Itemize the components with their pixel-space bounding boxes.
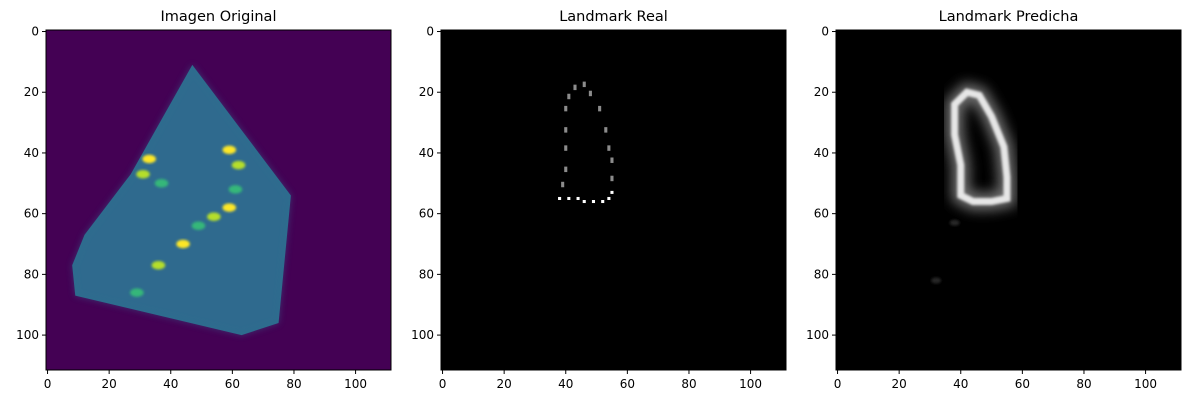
y-tick-label: 80 [24,267,39,281]
x-tick-label: 80 [681,377,696,391]
contour-pixel [601,200,605,204]
bright-spot [136,169,150,179]
axes-frame [440,29,787,371]
bright-spot [142,154,156,164]
y-tick-label: 80 [419,267,434,281]
panel-original: Imagen Original 0 20 40 60 80 100 0 20 40 60 80 100 [16,9,392,391]
axis-ticks-original: 0 20 40 60 80 100 0 20 40 60 80 100 [16,25,367,391]
y-tick-label: 40 [24,146,39,160]
axis-ticks-predicha: 0 20 40 60 80 100 0 20 40 60 80 100 [806,25,1157,391]
bright-spot [151,261,166,270]
bright-spot [191,221,206,231]
contour-pixel [567,196,571,200]
contour-pixel [607,196,611,200]
contour-pixel [582,81,586,88]
x-tick-label: 40 [163,377,178,391]
y-tick-label: 0 [821,25,829,39]
contour-pixel [567,93,571,100]
x-tick-label: 60 [1015,377,1030,391]
image-area-original [46,30,391,370]
y-tick-label: 40 [814,146,829,160]
bright-spot [130,288,144,297]
axis-ticks-real: 0 20 40 60 80 100 0 20 40 60 80 100 [411,25,762,391]
bright-spot [207,212,221,221]
panel-title-original: Imagen Original [161,9,277,25]
y-tick-label: 100 [16,328,39,342]
contour-pixel [561,181,565,188]
contour-pixel [564,127,568,133]
x-tick-label: 60 [620,377,635,391]
x-tick-label: 0 [44,377,52,391]
contour-pixel [598,105,602,112]
panel-real: Landmark Real 0 20 40 60 80 100 0 20 40 60 80 100 [411,9,787,391]
contour-pixel [610,190,614,194]
y-tick-label: 60 [24,207,39,221]
bright-spot [222,203,237,212]
x-tick-label: 20 [497,377,512,391]
contour-pixel [604,127,608,133]
x-tick-label: 80 [1076,377,1091,391]
y-tick-label: 0 [31,25,39,39]
y-tick-label: 20 [814,85,829,99]
x-tick-label: 20 [892,377,907,391]
contour-pixel [582,200,586,204]
bright-spot [154,179,169,188]
contour-pixel [564,145,568,151]
image-area-real [441,30,786,370]
y-tick-label: 60 [419,207,434,221]
contour-pixel [576,196,580,200]
contour-pixel [564,166,568,173]
panel-predicha: Landmark Predicha 0 20 40 60 80 100 0 20 40 60 80 1… [806,9,1182,391]
y-tick-label: 80 [814,267,829,281]
y-tick-label: 20 [419,85,434,99]
sector-texture [72,64,291,336]
contour-pixel [588,90,592,97]
panel-title-real: Landmark Real [559,9,668,25]
image-area-predicha [836,30,1181,370]
y-tick-label: 20 [24,85,39,99]
x-tick-label: 80 [286,377,301,391]
x-tick-label: 0 [439,377,447,391]
predicted-contour [951,88,1011,206]
axes-frame [835,29,1182,371]
contour-pixel [610,157,614,163]
bright-spot [176,239,190,249]
x-tick-label: 0 [834,377,842,391]
y-tick-label: 0 [426,25,434,39]
y-tick-label: 100 [411,328,434,342]
faint-spot [931,277,942,284]
y-tick-label: 100 [806,328,829,342]
image-background [441,30,786,370]
y-tick-label: 40 [419,146,434,160]
contour-pixel [591,200,596,204]
bright-spot [222,145,237,155]
x-tick-label: 100 [1134,377,1157,391]
faint-spot [949,219,960,226]
bright-spot [231,160,246,170]
contour-pixel [564,105,568,112]
x-tick-label: 100 [344,377,367,391]
x-tick-label: 100 [739,377,762,391]
contour-pixel [573,84,577,91]
axes-frame [45,29,392,371]
x-tick-label: 60 [225,377,240,391]
bright-spot [228,185,243,194]
contour-pixel [610,175,614,182]
panel-title-predicha: Landmark Predicha [939,9,1079,25]
contour-pixel [607,145,611,151]
y-tick-label: 60 [814,207,829,221]
x-tick-label: 20 [102,377,117,391]
x-tick-label: 40 [558,377,573,391]
contour-pixel [558,196,562,200]
x-tick-label: 40 [953,377,968,391]
